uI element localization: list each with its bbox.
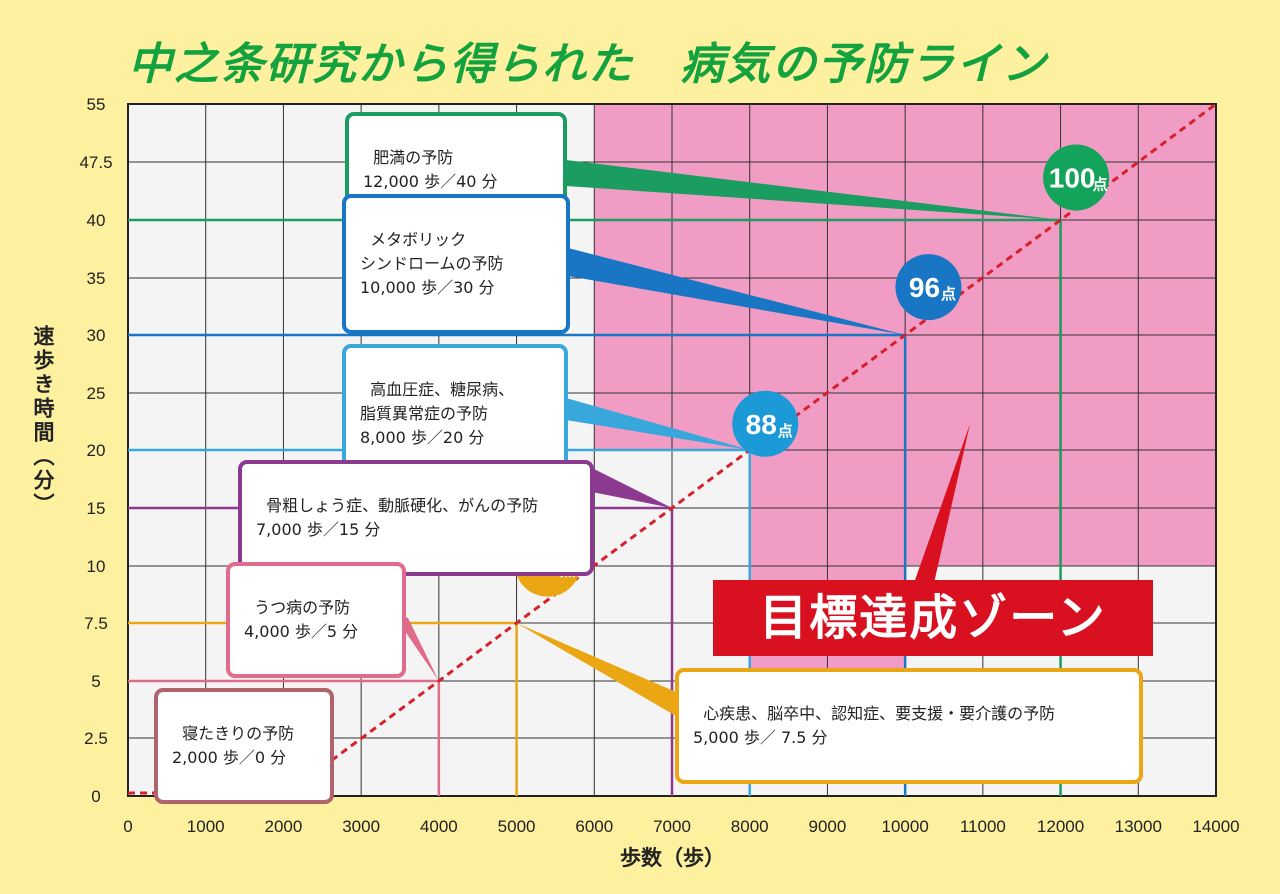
x-tick-label: 8000: [731, 817, 769, 836]
callout-title: 寝たきりの予防: [182, 724, 295, 743]
callout-steps: 7,000 歩／15 分: [256, 520, 381, 539]
y-tick-label: 10: [87, 557, 106, 576]
callout-title: 骨粗しょう症、動脈硬化、がんの予防: [266, 496, 539, 515]
y-tick-label: 15: [87, 499, 106, 518]
score-badge-unit: 点: [778, 423, 793, 440]
pointer-hypertension: [566, 398, 750, 450]
score-badge-value: 96: [909, 272, 940, 303]
goal-zone-label: 目標達成ゾーン: [713, 580, 1153, 656]
x-tick-label: 2000: [265, 817, 303, 836]
x-tick-label: 13000: [1115, 817, 1162, 836]
x-tick-label: 6000: [575, 817, 613, 836]
callout-steps: 8,000 歩／20 分: [360, 428, 485, 447]
x-tick-label: 3000: [342, 817, 380, 836]
callout-title: メタボリック シンドロームの予防: [360, 230, 504, 273]
callout-heart-disease: 心疾患、脳卒中、認知症、要支援・要介護の予防 5,000 歩／ 7.5 分: [675, 668, 1143, 784]
y-axis-label: 速歩き時間（分）: [31, 325, 55, 517]
pointer-osteoporosis: [592, 468, 672, 508]
callout-steps: 4,000 歩／5 分: [244, 622, 359, 641]
pointer-metabolic: [568, 248, 906, 335]
callout-title: 高血圧症、糖尿病、 脂質異常症の予防: [360, 380, 515, 423]
score-badge: [895, 254, 962, 321]
callout-steps: 10,000 歩／30 分: [360, 278, 495, 297]
pointer-obesity: [566, 160, 1061, 220]
goal-zone-arrow: [914, 424, 970, 583]
callout-steps: 12,000 歩／40 分: [363, 172, 498, 191]
diagonal-line: [282, 102, 1217, 798]
x-tick-label: 1000: [187, 817, 225, 836]
x-tick-label: 14000: [1192, 817, 1239, 836]
y-tick-label: 55: [87, 95, 106, 114]
callout-metabolic: メタボリック シンドロームの予防 10,000 歩／30 分: [342, 194, 570, 334]
chart-title: 中之条研究から得られた 病気の予防ライン: [128, 39, 1048, 90]
y-tick-label: 25: [87, 384, 106, 403]
y-tick-label: 47.5: [79, 153, 112, 172]
x-tick-label: 12000: [1037, 817, 1084, 836]
callout-bedridden: 寝たきりの予防 2,000 歩／0 分: [154, 688, 334, 804]
y-tick-label: 35: [87, 269, 106, 288]
y-tick-label: 0: [91, 787, 100, 806]
y-tick-label: 7.5: [84, 614, 108, 633]
x-tick-label: 9000: [809, 817, 847, 836]
score-badge-unit: 点: [1093, 176, 1108, 193]
x-tick-label: 5000: [498, 817, 536, 836]
x-axis-label: 歩数（歩）: [620, 846, 725, 870]
y-tick-label: 40: [87, 211, 106, 230]
score-badge: [732, 390, 799, 457]
callout-osteoporosis: 骨粗しょう症、動脈硬化、がんの予防 7,000 歩／15 分: [238, 460, 594, 576]
x-tick-label: 4000: [420, 817, 458, 836]
callout-title: うつ病の予防: [254, 598, 351, 617]
x-tick-label: 7000: [653, 817, 691, 836]
y-tick-label: 2.5: [84, 729, 108, 748]
score-badge-unit: 点: [941, 286, 956, 303]
pointer-heart: [516, 623, 676, 716]
x-tick-label: 10000: [882, 817, 929, 836]
score-badge-value: 100: [1049, 162, 1096, 193]
callout-depression: うつ病の予防 4,000 歩／5 分: [226, 562, 406, 678]
y-tick-label: 20: [87, 441, 106, 460]
score-badge-value: 88: [746, 409, 777, 440]
y-tick-label: 5: [91, 672, 100, 691]
y-tick-label: 30: [87, 326, 106, 345]
x-tick-label: 11000: [960, 817, 1006, 836]
callout-title: 心疾患、脳卒中、認知症、要支援・要介護の予防: [703, 704, 1056, 723]
x-tick-label: 0: [123, 817, 132, 836]
score-badge: [1043, 144, 1110, 211]
callout-title: 肥満の予防: [373, 148, 454, 167]
callout-steps: 5,000 歩／ 7.5 分: [693, 728, 828, 747]
callout-steps: 2,000 歩／0 分: [172, 748, 287, 767]
